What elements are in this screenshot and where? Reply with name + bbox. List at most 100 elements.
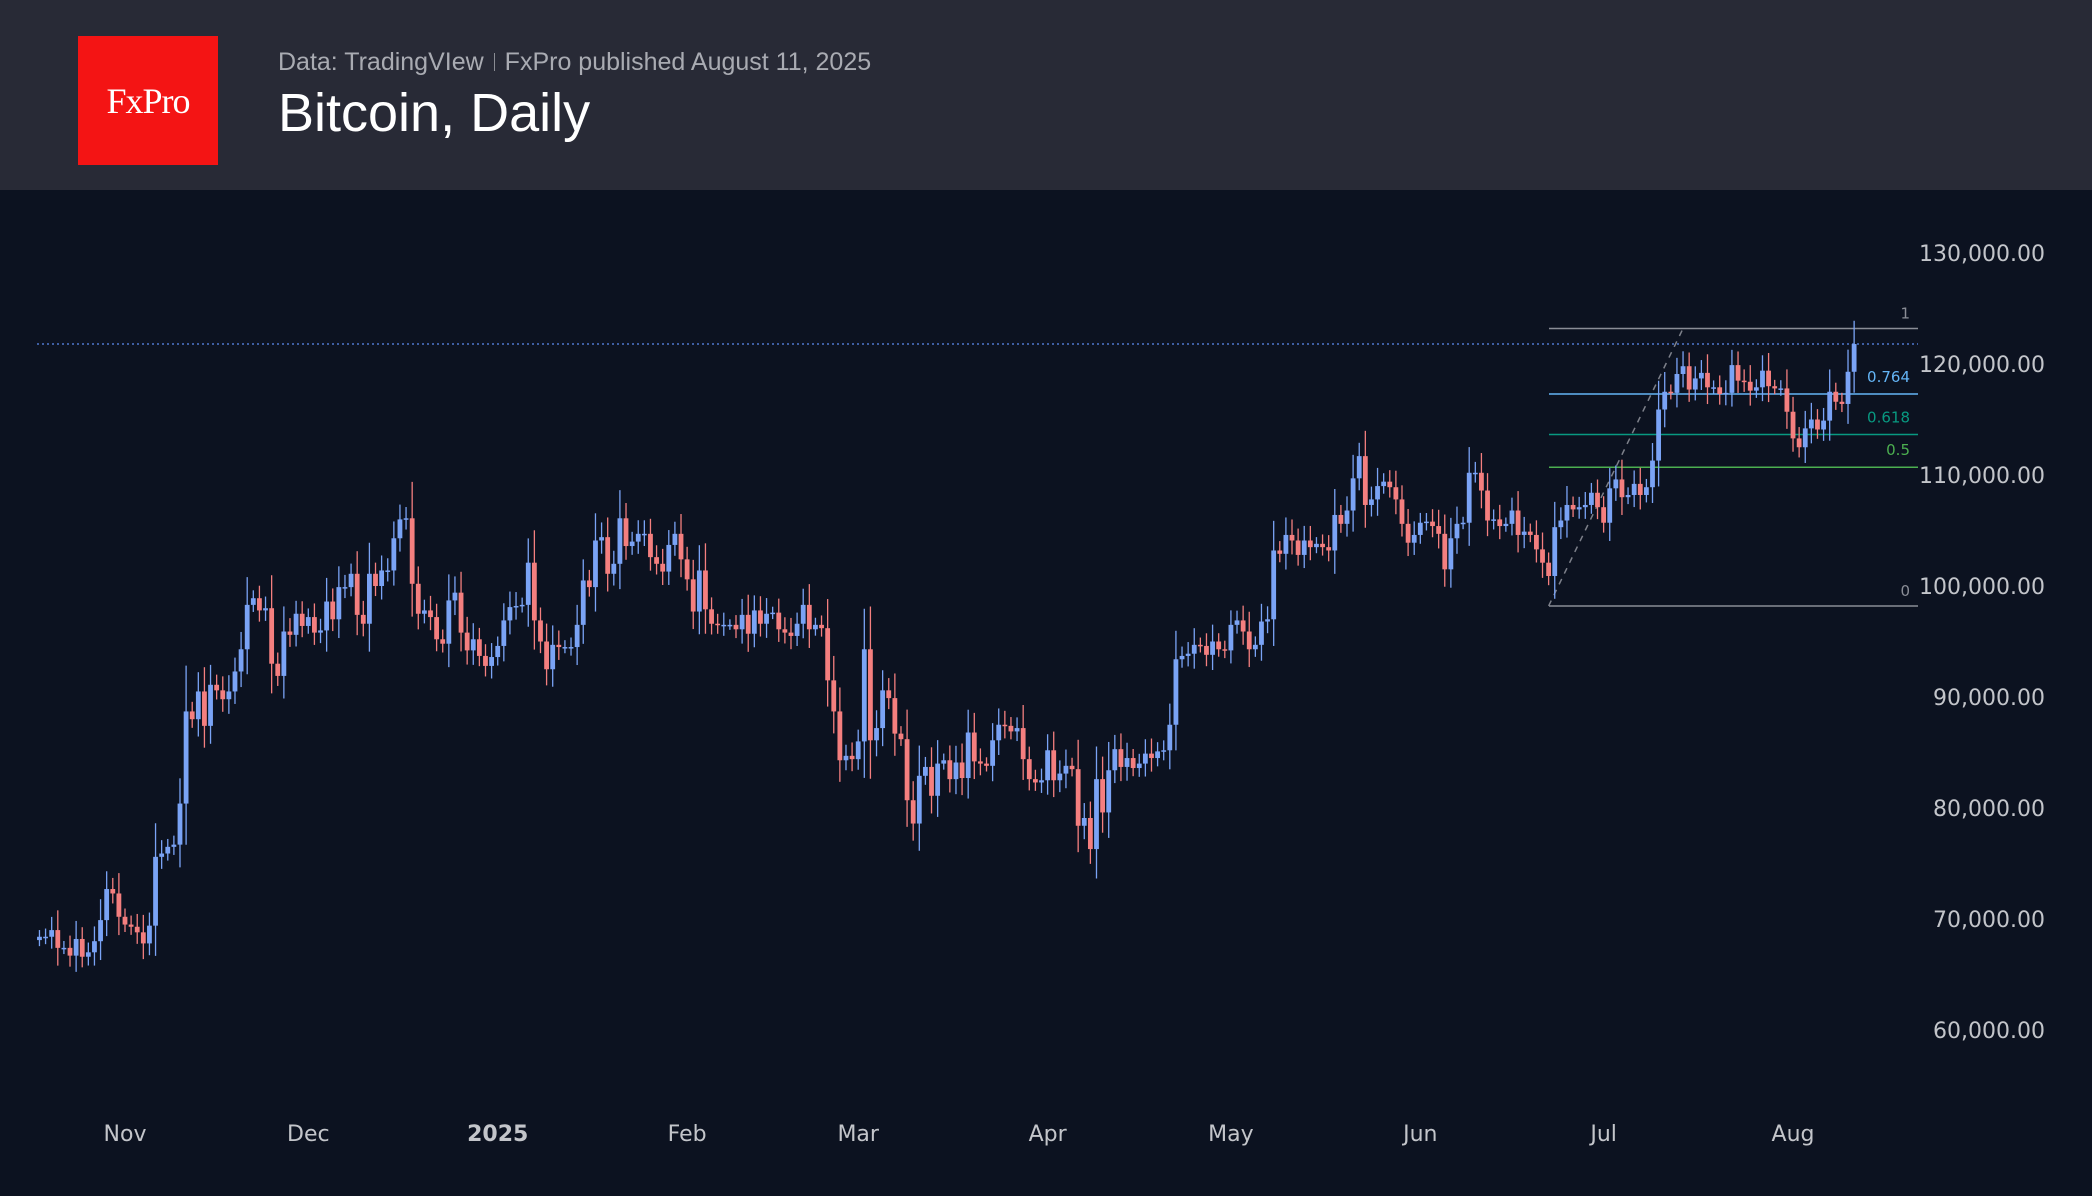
candle — [1570, 496, 1576, 518]
candle-body — [1252, 644, 1258, 650]
candle — [1204, 633, 1209, 667]
candle-body — [1747, 381, 1753, 391]
candle-body — [360, 614, 366, 624]
candle — [550, 625, 556, 687]
candle-body — [1692, 378, 1698, 390]
candle — [195, 672, 201, 737]
candle — [116, 873, 122, 936]
candle-body — [1564, 504, 1570, 521]
candle-body — [1552, 527, 1558, 577]
candle — [269, 575, 275, 694]
fib-level-label: 1 — [1900, 304, 1910, 322]
candle-body — [336, 587, 342, 620]
y-tick-label: 70,000.00 — [1933, 908, 2045, 933]
candle-body — [507, 607, 513, 621]
candle-body — [886, 690, 892, 699]
candle — [348, 563, 354, 597]
candle-body — [1839, 401, 1845, 404]
candle — [1692, 366, 1698, 401]
candle — [666, 530, 672, 585]
candle-body — [128, 924, 134, 927]
candle-body — [715, 623, 721, 626]
candle-body — [1625, 494, 1631, 498]
fib-level-label: 0.5 — [1886, 441, 1910, 459]
y-tick-label: 60,000.00 — [1933, 1019, 2045, 1044]
candle-body — [586, 580, 592, 588]
candle — [1252, 636, 1258, 657]
candle — [1534, 520, 1539, 563]
fib-trend-line — [1547, 328, 1684, 607]
candle-body — [1527, 531, 1533, 535]
candle — [819, 615, 824, 637]
candle — [1778, 380, 1784, 396]
candle-body — [299, 613, 305, 626]
candle — [1265, 606, 1270, 634]
candle-body — [1197, 644, 1203, 647]
candle-body — [73, 938, 79, 956]
candle-body — [776, 612, 782, 630]
candle — [1002, 710, 1008, 739]
candle-body — [1417, 522, 1423, 535]
candle — [1399, 485, 1405, 537]
candle — [1546, 552, 1552, 586]
candle — [593, 513, 598, 612]
candle — [709, 597, 714, 635]
candle — [1668, 384, 1674, 400]
candle-body — [1112, 749, 1118, 771]
candle-body — [562, 647, 568, 649]
candle — [727, 619, 733, 630]
candle-body — [947, 760, 953, 780]
candle-body — [971, 732, 977, 762]
candle-body — [709, 609, 714, 624]
candle-body — [1705, 372, 1710, 388]
candle-body — [1534, 534, 1539, 550]
candle — [947, 745, 953, 793]
candle — [1723, 380, 1729, 406]
candle-body — [1246, 631, 1252, 650]
candle — [678, 514, 684, 578]
candle — [1087, 801, 1093, 864]
candle-body — [721, 624, 727, 627]
candle — [385, 558, 391, 582]
candle — [1014, 717, 1020, 742]
candle — [1686, 352, 1692, 402]
candle-body — [1674, 373, 1680, 393]
candle — [1246, 611, 1252, 668]
candle-body — [813, 624, 818, 630]
candle-body — [910, 800, 916, 824]
candle-body — [978, 761, 983, 764]
candle-body — [1332, 514, 1338, 551]
y-tick-label: 90,000.00 — [1933, 686, 2045, 711]
candle — [635, 520, 641, 554]
candle — [629, 531, 635, 555]
candle — [122, 908, 128, 932]
candle — [660, 548, 666, 586]
candle-body — [1668, 391, 1674, 394]
candle — [275, 652, 281, 686]
header: FxPro Data: TradingVIew FxPro published A… — [0, 0, 2092, 190]
candle — [55, 910, 61, 966]
candle — [1173, 630, 1179, 751]
candle — [1320, 534, 1325, 556]
candle-body — [544, 641, 549, 670]
candle — [1845, 349, 1851, 424]
candle — [1839, 392, 1845, 413]
candle-body — [1356, 456, 1362, 479]
candle-body — [61, 947, 67, 950]
candle — [1118, 733, 1124, 782]
candle — [1301, 525, 1307, 569]
candle — [1008, 717, 1014, 740]
candle — [293, 600, 299, 647]
candle-body — [1002, 724, 1008, 727]
candle-body — [1338, 514, 1344, 524]
candle — [1656, 380, 1662, 487]
candle-body — [1643, 487, 1649, 495]
candle-body — [1766, 370, 1771, 387]
candle-body — [1075, 769, 1081, 826]
candle-body — [195, 691, 201, 720]
candle — [880, 670, 886, 747]
candle-body — [1601, 507, 1607, 523]
candle — [525, 538, 531, 627]
candle — [1772, 379, 1778, 395]
candle-body — [98, 920, 103, 942]
